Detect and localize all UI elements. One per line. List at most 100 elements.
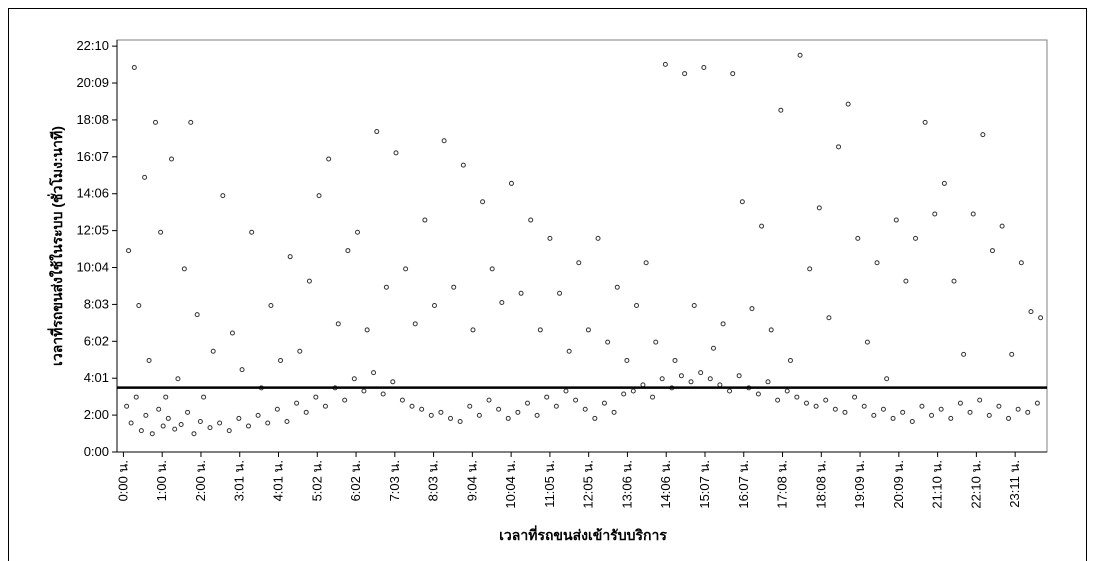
point bbox=[499, 299, 505, 305]
y-tick-label: 20:09 bbox=[76, 75, 109, 90]
x-tick-label: 9:04 น. bbox=[464, 460, 479, 501]
point bbox=[595, 235, 601, 241]
point bbox=[1018, 260, 1024, 266]
point bbox=[803, 400, 809, 406]
point bbox=[169, 156, 175, 162]
point bbox=[948, 415, 954, 421]
y-tick-label: 0:00 bbox=[84, 444, 109, 459]
point bbox=[967, 409, 973, 415]
point bbox=[422, 217, 428, 223]
point bbox=[707, 376, 713, 382]
x-axis-title: เวลาที่รถขนส่งเข้ารับบริการ bbox=[499, 525, 667, 543]
point bbox=[913, 235, 919, 241]
point bbox=[185, 409, 191, 415]
point bbox=[919, 403, 925, 409]
point bbox=[980, 132, 986, 138]
point bbox=[403, 266, 409, 272]
point bbox=[245, 423, 251, 429]
y-tick-label: 14:06 bbox=[76, 186, 109, 201]
point bbox=[448, 415, 454, 421]
point bbox=[428, 412, 434, 418]
point bbox=[855, 235, 861, 241]
point bbox=[775, 397, 781, 403]
x-tick-label: 12:05 น. bbox=[581, 460, 596, 509]
x-tick-label: 3:01 น. bbox=[232, 460, 247, 501]
point bbox=[621, 391, 627, 397]
point bbox=[191, 431, 197, 437]
point bbox=[351, 376, 357, 382]
point bbox=[573, 397, 579, 403]
point bbox=[768, 327, 774, 333]
point bbox=[547, 235, 553, 241]
point bbox=[929, 412, 935, 418]
point bbox=[136, 303, 142, 309]
point bbox=[765, 379, 771, 385]
point bbox=[124, 403, 130, 409]
point bbox=[431, 303, 437, 309]
point bbox=[874, 260, 880, 266]
point bbox=[544, 394, 550, 400]
point bbox=[730, 71, 736, 77]
y-tick-label: 8:03 bbox=[84, 296, 109, 311]
x-tick-label: 0:00 น. bbox=[115, 460, 130, 501]
point bbox=[197, 418, 203, 424]
point bbox=[457, 418, 463, 424]
point bbox=[194, 312, 200, 318]
point bbox=[201, 394, 207, 400]
point bbox=[553, 403, 559, 409]
point bbox=[297, 348, 303, 354]
point bbox=[749, 306, 755, 312]
point bbox=[701, 64, 707, 70]
point bbox=[900, 409, 906, 415]
point bbox=[845, 101, 851, 107]
point bbox=[537, 327, 543, 333]
point bbox=[322, 403, 328, 409]
x-tick-label: 7:03 น. bbox=[387, 460, 402, 501]
point bbox=[861, 403, 867, 409]
point bbox=[152, 119, 158, 125]
point bbox=[941, 180, 947, 186]
point bbox=[255, 412, 261, 418]
point bbox=[778, 107, 784, 113]
point bbox=[149, 431, 155, 437]
y-tick-label: 12:05 bbox=[76, 223, 109, 238]
point bbox=[836, 144, 842, 150]
point bbox=[566, 348, 572, 354]
point bbox=[727, 388, 733, 394]
point bbox=[624, 357, 630, 363]
x-tick-label: 10:04 น. bbox=[503, 460, 518, 509]
y-axis-title: เวลาที่รถขนส่งใช้ในระบบ (ชั่วโมง:นาที) bbox=[47, 126, 65, 366]
point bbox=[1034, 400, 1040, 406]
point bbox=[496, 406, 502, 412]
point bbox=[688, 379, 694, 385]
point bbox=[371, 370, 377, 376]
point bbox=[210, 348, 216, 354]
point bbox=[163, 394, 169, 400]
point bbox=[294, 400, 300, 406]
point bbox=[1038, 315, 1044, 321]
point bbox=[303, 409, 309, 415]
point bbox=[146, 357, 152, 363]
point bbox=[970, 211, 976, 217]
point bbox=[438, 409, 444, 415]
point bbox=[557, 290, 563, 296]
point bbox=[653, 339, 659, 345]
point bbox=[951, 278, 957, 284]
point bbox=[611, 409, 617, 415]
point bbox=[306, 278, 312, 284]
point bbox=[784, 388, 790, 394]
point bbox=[226, 428, 232, 434]
point bbox=[489, 266, 495, 272]
point bbox=[518, 290, 524, 296]
point bbox=[249, 229, 255, 235]
x-tick-label: 1:00 น. bbox=[154, 460, 169, 501]
point bbox=[508, 180, 514, 186]
point bbox=[412, 321, 418, 327]
x-tick-label: 18:08 น. bbox=[813, 460, 828, 509]
point bbox=[678, 373, 684, 379]
point bbox=[739, 199, 745, 205]
point bbox=[274, 406, 280, 412]
point bbox=[890, 415, 896, 421]
point bbox=[220, 193, 226, 199]
y-tick-label: 2:00 bbox=[84, 407, 109, 422]
